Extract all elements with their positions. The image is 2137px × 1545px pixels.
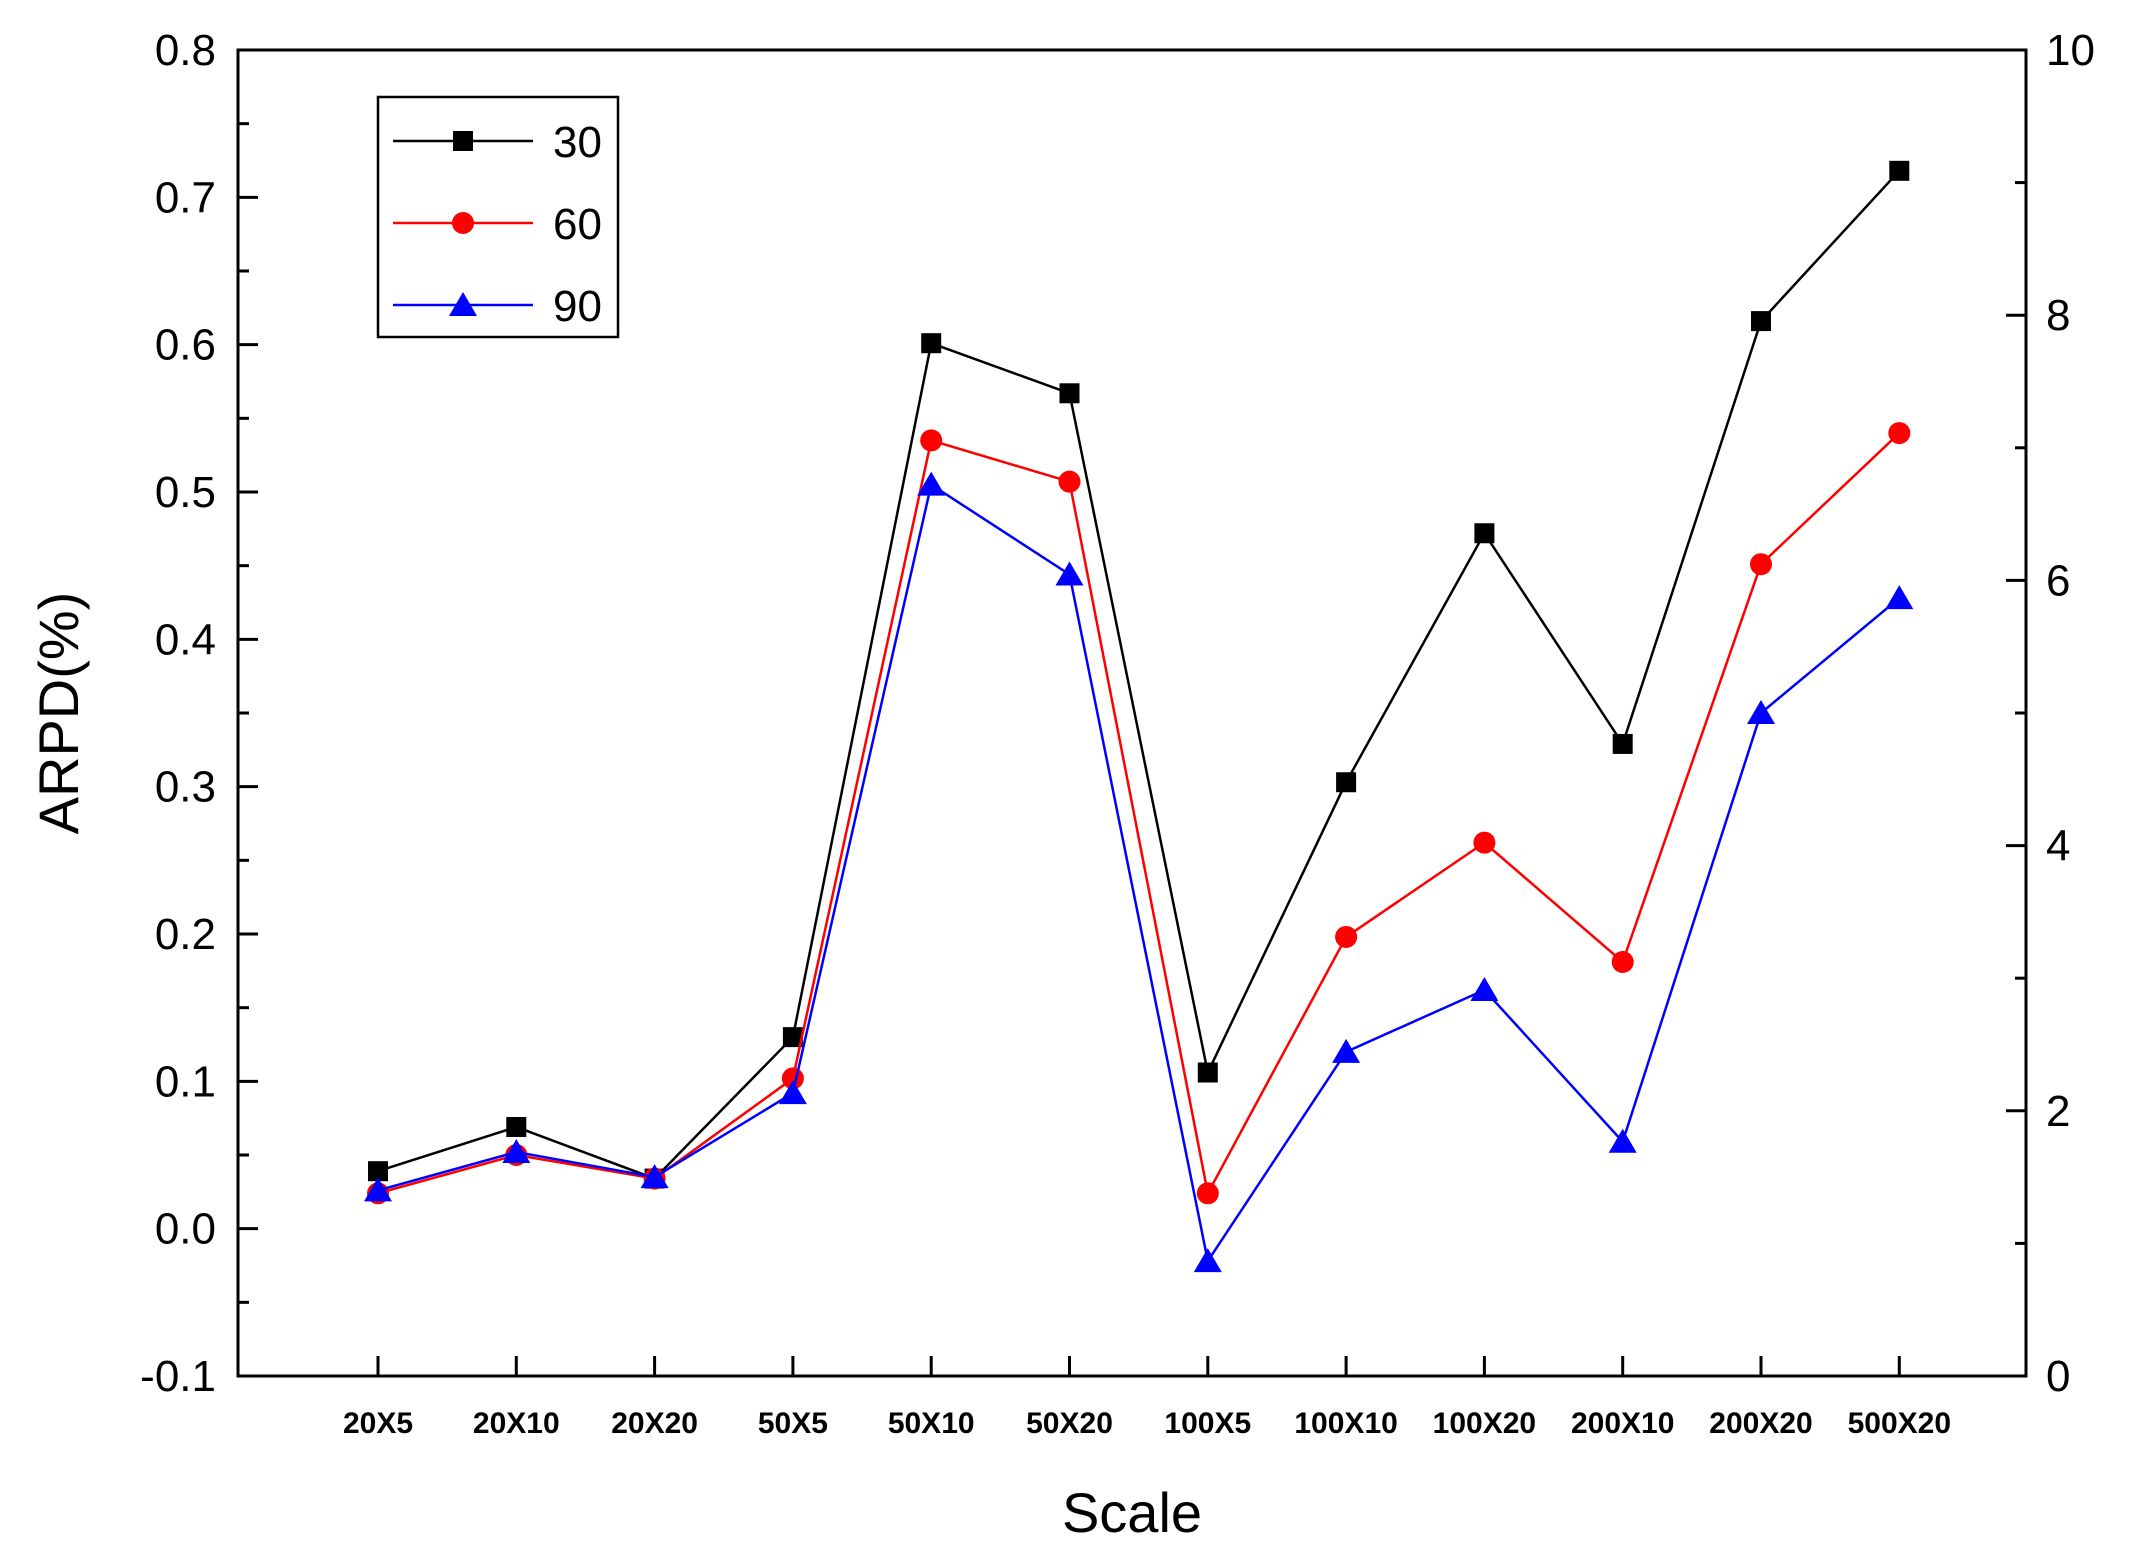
data-point-30 — [1197, 1062, 1218, 1083]
data-point-30 — [782, 1027, 803, 1048]
data-point-90 — [1885, 585, 1914, 610]
y-tick-label: 0.1 — [155, 1057, 216, 1106]
series-30 — [368, 160, 1910, 1189]
x-tick-label: 50X20 — [1026, 1407, 1113, 1440]
x-tick-label: 20X5 — [343, 1407, 413, 1440]
y2-tick-label: 0 — [2046, 1352, 2070, 1401]
y-tick-label: 0.0 — [155, 1205, 216, 1254]
data-point-90 — [1332, 1038, 1361, 1063]
y-tick-label: 0.6 — [155, 321, 216, 370]
data-point-90 — [364, 1177, 392, 1202]
y-tick-label: 0.7 — [155, 173, 216, 222]
data-point-90 — [640, 1164, 669, 1189]
legend-label-90: 90 — [553, 282, 602, 331]
y-tick-label: 0.8 — [155, 26, 216, 75]
y-tick-label: 0.5 — [155, 468, 216, 517]
x-axis-title: Scale — [1062, 1481, 1202, 1544]
legend-label-30: 30 — [553, 118, 602, 167]
x-tick-label: 500X20 — [1848, 1407, 1951, 1440]
y2-tick-label: 2 — [2046, 1087, 2070, 1136]
left-axis: -0.1 0.0 0.1 0.2 0.3 0.4 0.5 0.6 0.7 0.8 — [140, 26, 258, 1401]
x-tick-label: 100X10 — [1294, 1407, 1397, 1440]
right-axis: 0 2 4 6 8 10 — [2006, 26, 2095, 1401]
data-point-60 — [920, 429, 943, 452]
legend-label-60: 60 — [553, 200, 602, 249]
data-point-60 — [1058, 470, 1081, 493]
x-tick-label: 20X20 — [611, 1407, 698, 1440]
data-point-90 — [778, 1080, 807, 1105]
y-tick-label: 0.3 — [155, 763, 216, 812]
series-90 — [364, 471, 1914, 1273]
y2-tick-label: 8 — [2046, 291, 2070, 340]
data-point-90 — [1055, 561, 1084, 586]
data-point-90 — [1608, 1128, 1637, 1153]
y-tick-label: -0.1 — [140, 1352, 216, 1401]
legend-marker-90 — [449, 292, 477, 316]
x-tick-label: 200X20 — [1709, 1407, 1812, 1440]
y-tick-label: 0.2 — [155, 910, 216, 959]
data-point-60 — [1888, 422, 1911, 445]
y-axis-title: ARPD(%) — [27, 592, 90, 835]
y2-tick-label: 4 — [2046, 822, 2070, 871]
data-point-90 — [502, 1139, 531, 1164]
y-tick-label: 0.4 — [155, 615, 216, 664]
x-tick-label: 100X5 — [1164, 1407, 1251, 1440]
data-point-90 — [1470, 976, 1499, 1001]
y2-tick-label: 6 — [2046, 556, 2070, 605]
legend-marker-60 — [452, 212, 474, 234]
series-line-60 — [377, 432, 1901, 1197]
data-point-60 — [1750, 553, 1772, 576]
series-line-90 — [377, 482, 1901, 1265]
data-point-30 — [1612, 733, 1633, 754]
legend: 30 60 90 — [376, 95, 620, 339]
data-point-60 — [1335, 925, 1358, 948]
x-tick-label: 50X5 — [758, 1407, 828, 1440]
data-point-30 — [368, 1161, 388, 1182]
data-point-90 — [917, 471, 946, 496]
data-point-60 — [1611, 950, 1634, 973]
series-line-30 — [377, 169, 1901, 1181]
data-point-30 — [1751, 311, 1771, 332]
data-point-90 — [1193, 1248, 1222, 1273]
data-point-30 — [1889, 160, 1910, 181]
data-point-30 — [506, 1117, 527, 1138]
y2-tick-label: 10 — [2046, 26, 2095, 75]
x-tick-label: 200X10 — [1571, 1407, 1674, 1440]
x-tick-label: 20X10 — [473, 1407, 560, 1440]
x-tick-label: 100X20 — [1433, 1407, 1536, 1440]
data-point-90 — [1747, 700, 1775, 724]
series-60 — [367, 422, 1911, 1205]
data-point-30 — [921, 333, 942, 354]
legend-marker-30 — [453, 131, 473, 151]
legend-box — [376, 95, 620, 339]
data-point-30 — [1059, 383, 1080, 404]
data-point-60 — [1196, 1182, 1219, 1205]
data-point-60 — [1473, 831, 1496, 854]
x-axis: 20X5 20X10 20X20 50X5 50X10 50X20 100X5 100X10 1… — [343, 1356, 1951, 1440]
series-layer — [364, 160, 1914, 1273]
x-tick-label: 50X10 — [888, 1407, 975, 1440]
data-point-30 — [1474, 523, 1495, 544]
data-point-30 — [1336, 772, 1357, 793]
